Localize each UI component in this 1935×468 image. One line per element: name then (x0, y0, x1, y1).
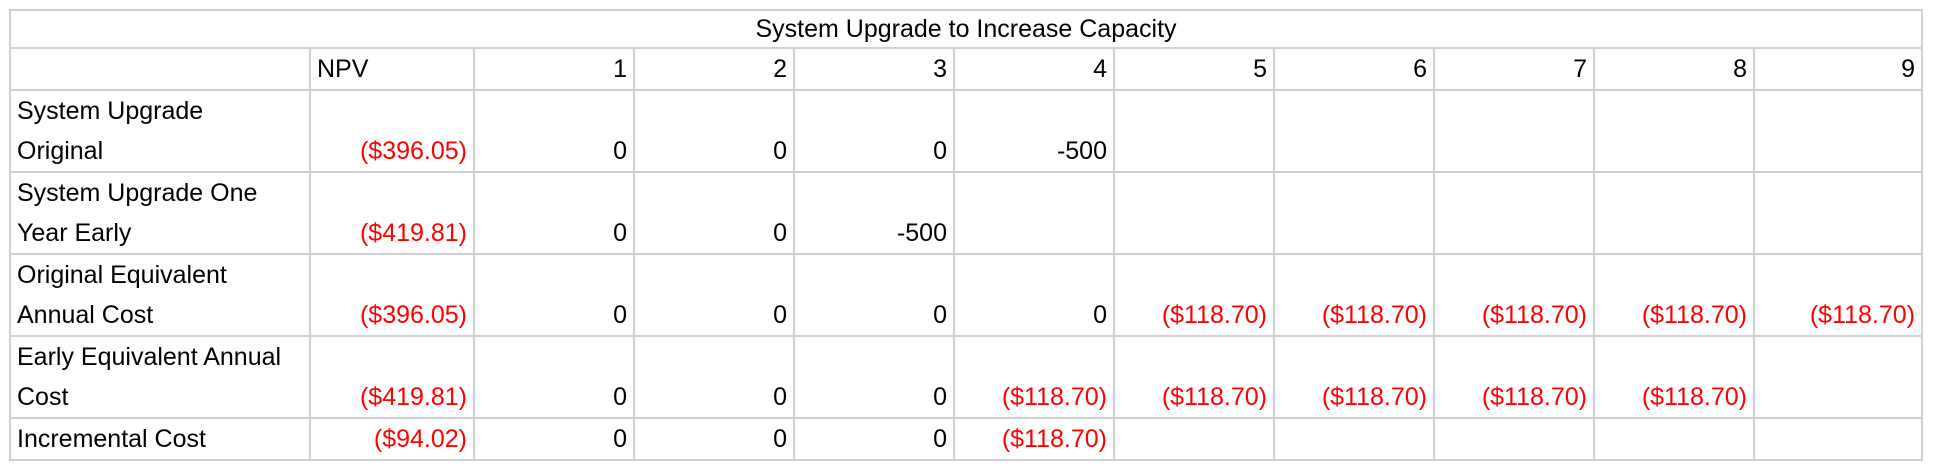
year-9-cell[interactable] (1752, 89, 1924, 173)
row-label-line1: Incremental Cost (17, 425, 206, 453)
npv-cell[interactable]: ($419.81) (309, 335, 475, 419)
year-7-cell[interactable] (1433, 89, 1595, 173)
data-rows: System Upgrade Original ($396.05) 0 0 0 -500 Sy… (9, 89, 1924, 461)
year-4-cell[interactable] (953, 171, 1115, 255)
year-6-cell[interactable] (1273, 417, 1435, 461)
header-year-9[interactable]: 9 (1752, 47, 1924, 91)
year-7-cell[interactable]: ($118.70) (1433, 253, 1595, 337)
header-year-6[interactable]: 6 (1273, 47, 1435, 91)
year-2-cell[interactable]: 0 (633, 89, 795, 173)
header-year-3[interactable]: 3 (793, 47, 955, 91)
year-7-cell[interactable] (1433, 417, 1595, 461)
row-label[interactable]: System Upgrade Original (9, 89, 311, 173)
year-1-cell[interactable]: 0 (473, 335, 635, 419)
header-year-4[interactable]: 4 (953, 47, 1115, 91)
year-4-cell[interactable]: ($118.70) (953, 417, 1115, 461)
year-8-cell[interactable] (1593, 89, 1755, 173)
year-3-cell[interactable]: 0 (793, 253, 955, 337)
row-label[interactable]: System Upgrade One Year Early (9, 171, 311, 255)
table-row: Original Equivalent Annual Cost ($396.05) 0… (9, 253, 1924, 337)
table-row: Incremental Cost ($94.02) 0 0 0 ($118.70) (9, 417, 1924, 461)
year-2-cell[interactable]: 0 (633, 253, 795, 337)
row-label-line1: System Upgrade (17, 97, 204, 125)
year-8-cell[interactable]: ($118.70) (1593, 253, 1755, 337)
year-2-cell[interactable]: 0 (633, 171, 795, 255)
year-5-cell[interactable] (1113, 89, 1275, 173)
table-row: Early Equivalent Annual Cost ($419.81) 0 0 0(… (9, 335, 1924, 419)
table-row: System Upgrade One Year Early ($419.81) 0 0-… (9, 171, 1924, 255)
year-1-cell[interactable]: 0 (473, 253, 635, 337)
year-6-cell[interactable] (1273, 171, 1435, 255)
header-year-5[interactable]: 5 (1113, 47, 1275, 91)
row-label-line1: Original Equivalent (17, 261, 227, 289)
year-5-cell[interactable]: ($118.70) (1113, 335, 1275, 419)
row-label-line1: System Upgrade One (17, 179, 258, 207)
header-year-7[interactable]: 7 (1433, 47, 1595, 91)
capacity-table: System Upgrade to Increase Capacity NPV … (8, 9, 1924, 461)
row-label[interactable]: Early Equivalent Annual Cost (9, 335, 311, 419)
row-label-line1: Early Equivalent Annual (17, 343, 282, 371)
year-9-cell[interactable] (1752, 417, 1924, 461)
year-3-cell[interactable]: -500 (793, 171, 955, 255)
year-5-cell[interactable] (1113, 171, 1275, 255)
header-year-1[interactable]: 1 (473, 47, 635, 91)
year-8-cell[interactable]: ($118.70) (1593, 335, 1755, 419)
year-8-cell[interactable] (1593, 417, 1755, 461)
year-9-cell[interactable] (1752, 171, 1924, 255)
npv-cell[interactable]: ($419.81) (309, 171, 475, 255)
year-5-cell[interactable] (1113, 417, 1275, 461)
npv-cell[interactable]: ($94.02) (309, 417, 475, 461)
year-8-cell[interactable] (1593, 171, 1755, 255)
title-row: System Upgrade to Increase Capacity (8, 9, 1924, 49)
year-3-cell[interactable]: 0 (793, 335, 955, 419)
year-1-cell[interactable]: 0 (473, 171, 635, 255)
year-1-cell[interactable]: 0 (473, 89, 635, 173)
year-5-cell[interactable]: ($118.70) (1113, 253, 1275, 337)
row-label-line2: Annual Cost (17, 301, 154, 329)
year-2-cell[interactable]: 0 (633, 417, 795, 461)
header-year-8[interactable]: 8 (1593, 47, 1755, 91)
year-9-cell[interactable]: ($118.70) (1752, 253, 1924, 337)
year-7-cell[interactable] (1433, 171, 1595, 255)
year-1-cell[interactable]: 0 (473, 417, 635, 461)
year-6-cell[interactable] (1273, 89, 1435, 173)
row-label[interactable]: Incremental Cost (9, 417, 311, 461)
row-label[interactable]: Original Equivalent Annual Cost (9, 253, 311, 337)
year-4-cell[interactable]: ($118.70) (953, 335, 1115, 419)
row-label-line2: Cost (17, 383, 69, 411)
year-2-cell[interactable]: 0 (633, 335, 795, 419)
year-6-cell[interactable]: ($118.70) (1273, 335, 1435, 419)
year-6-cell[interactable]: ($118.70) (1273, 253, 1435, 337)
header-cell-empty[interactable] (9, 47, 311, 91)
header-npv[interactable]: NPV (309, 47, 475, 91)
year-3-cell[interactable]: 0 (793, 417, 955, 461)
year-3-cell[interactable]: 0 (793, 89, 955, 173)
header-year-2[interactable]: 2 (633, 47, 795, 91)
year-7-cell[interactable]: ($118.70) (1433, 335, 1595, 419)
table-title[interactable]: System Upgrade to Increase Capacity (8, 9, 1924, 49)
year-9-cell[interactable] (1752, 335, 1924, 419)
row-label-line2: Year Early (17, 219, 132, 247)
table-row: System Upgrade Original ($396.05) 0 0 0 -500 (9, 89, 1924, 173)
header-row: NPV 1 2 3 4 5 6 7 8 9 (9, 47, 1924, 91)
year-4-cell[interactable]: -500 (953, 89, 1115, 173)
row-label-line2: Original (17, 137, 104, 165)
spreadsheet: System Upgrade to Increase Capacity NPV … (8, 9, 1924, 461)
npv-cell[interactable]: ($396.05) (309, 89, 475, 173)
npv-cell[interactable]: ($396.05) (309, 253, 475, 337)
year-4-cell[interactable]: 0 (953, 253, 1115, 337)
